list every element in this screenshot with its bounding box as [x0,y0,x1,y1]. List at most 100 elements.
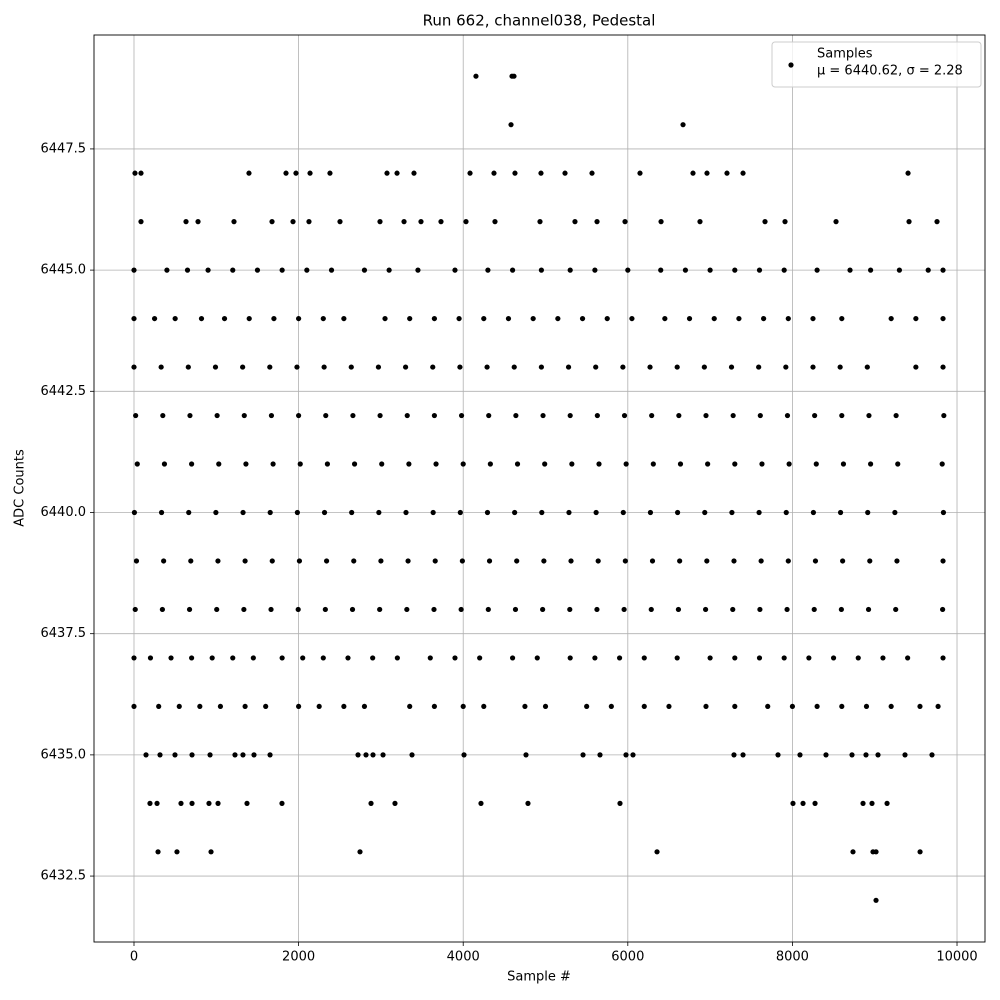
data-point [863,703,870,710]
data-point [320,655,326,661]
data-point [214,412,220,419]
data-point [241,606,247,613]
data-point [485,606,491,613]
data-point [784,412,791,419]
data-point [250,655,256,661]
data-point [675,509,681,516]
data-point [567,606,573,613]
data-point [621,606,627,613]
data-point [676,412,682,419]
data-point [765,703,771,710]
data-point [189,752,195,758]
data-point [584,703,590,710]
data-point [649,558,656,564]
data-point [703,412,709,419]
data-point [757,412,763,419]
data-point [732,703,738,710]
data-point [649,412,655,419]
data-point [893,412,899,419]
data-point [431,703,438,710]
data-point [307,170,313,176]
data-point [402,364,409,370]
data-point [789,703,796,710]
data-point [452,267,458,273]
data-point [269,558,275,564]
data-point [740,752,746,758]
data-point [512,606,519,613]
data-point [690,170,696,176]
data-point [811,606,817,613]
data-point [215,800,221,806]
data-point [860,800,866,806]
chart-title: Run 662, channel038, Pedestal [423,12,656,30]
data-point [542,461,548,467]
data-point [209,655,215,661]
data-point [132,606,138,613]
data-point [131,364,137,370]
data-point [195,219,201,225]
data-point [131,703,137,710]
data-point [151,315,158,322]
data-point [473,73,479,79]
data-point [321,509,328,516]
data-point [509,267,516,273]
y-axis-label: ADC Counts [13,449,28,527]
data-point [730,412,736,419]
data-point [138,170,144,176]
data-point [895,461,901,467]
data-point [405,558,411,564]
data-point [593,364,599,370]
data-point [810,509,817,516]
data-point [686,315,693,322]
data-point [647,509,654,516]
data-point [730,606,736,613]
data-point [206,800,212,806]
data-point [172,315,178,322]
data-point [243,461,249,467]
data-point [538,170,544,176]
data-point [392,800,398,806]
y-tick-label: 6435.0 [41,747,87,762]
data-point [537,219,543,225]
data-point [783,364,789,370]
data-point [800,800,806,806]
data-point [240,364,246,370]
data-point [702,606,709,613]
data-point [873,849,879,855]
data-point [865,509,871,516]
data-point [438,219,444,225]
data-point [893,606,899,613]
data-point [622,558,628,564]
data-point [783,509,789,516]
data-point [567,655,573,661]
data-point [401,219,407,225]
data-point [867,558,873,564]
data-point [940,267,946,273]
legend-box [771,41,982,88]
data-point [131,315,137,322]
data-point [594,412,600,419]
data-point [823,752,829,758]
data-point [756,509,762,516]
data-point [221,315,228,322]
data-point [594,606,600,613]
data-point [604,315,610,322]
data-point [394,655,400,661]
y-tick-label: 6442.5 [41,384,87,399]
data-point [847,267,853,273]
data-point [913,364,919,370]
data-point [403,509,409,516]
data-point [902,752,908,758]
data-point [555,315,561,322]
data-point [917,703,923,710]
data-point [131,655,137,661]
data-point [840,461,847,467]
data-point [850,849,856,855]
data-point [562,170,568,176]
data-point [917,849,923,855]
data-point [623,752,629,758]
data-point [934,219,940,225]
data-point [864,364,870,370]
data-point [940,655,946,661]
data-point [279,800,285,806]
